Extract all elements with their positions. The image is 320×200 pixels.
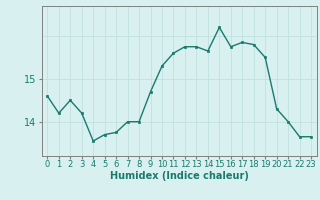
X-axis label: Humidex (Indice chaleur): Humidex (Indice chaleur) — [110, 171, 249, 181]
